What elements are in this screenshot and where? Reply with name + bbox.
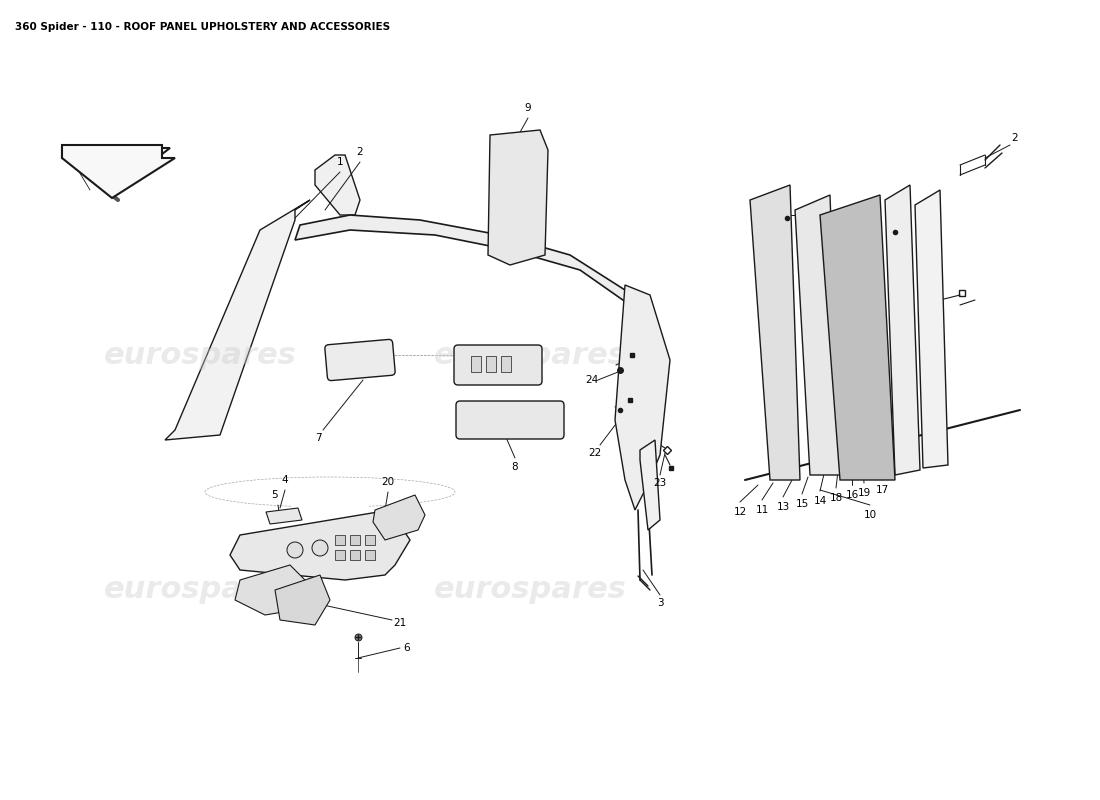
Text: 5: 5: [272, 490, 278, 500]
Polygon shape: [315, 155, 360, 215]
Text: 24: 24: [585, 375, 598, 385]
Polygon shape: [750, 185, 800, 480]
Polygon shape: [275, 575, 330, 625]
Text: 16: 16: [846, 490, 859, 500]
Text: eurospares: eurospares: [433, 575, 626, 605]
Bar: [365, 535, 375, 545]
Text: 23: 23: [653, 478, 667, 488]
Text: 10: 10: [864, 510, 877, 520]
Bar: [350, 550, 360, 560]
Polygon shape: [165, 200, 310, 440]
Polygon shape: [373, 495, 425, 540]
Polygon shape: [886, 185, 920, 475]
FancyBboxPatch shape: [456, 401, 564, 439]
Text: 17: 17: [876, 485, 889, 495]
Text: eurospares: eurospares: [433, 341, 626, 370]
Text: eurospares: eurospares: [103, 341, 296, 370]
Polygon shape: [295, 215, 630, 305]
Text: 20: 20: [382, 477, 395, 487]
Text: 22: 22: [588, 448, 602, 458]
Bar: [336, 550, 345, 560]
FancyBboxPatch shape: [324, 339, 395, 381]
Bar: [500, 356, 512, 372]
Text: 3: 3: [657, 598, 663, 608]
Bar: [336, 535, 345, 545]
Text: 6: 6: [404, 643, 410, 653]
Bar: [350, 535, 360, 545]
Polygon shape: [615, 285, 670, 510]
Polygon shape: [820, 195, 895, 480]
Bar: [471, 356, 481, 372]
Text: 2: 2: [1012, 133, 1019, 143]
Text: 14: 14: [813, 496, 826, 506]
Text: 4: 4: [282, 475, 288, 485]
Polygon shape: [266, 508, 302, 524]
Text: 1: 1: [337, 157, 343, 167]
Polygon shape: [235, 565, 310, 615]
Polygon shape: [230, 510, 410, 580]
Text: 7: 7: [315, 433, 321, 443]
Circle shape: [287, 542, 303, 558]
Polygon shape: [488, 130, 548, 265]
Bar: [486, 356, 496, 372]
Text: 13: 13: [777, 502, 790, 512]
Text: 21: 21: [394, 618, 407, 628]
Text: 11: 11: [756, 505, 769, 515]
Text: 9: 9: [525, 103, 531, 113]
Polygon shape: [795, 195, 840, 475]
Text: 12: 12: [734, 507, 747, 517]
Text: 8: 8: [512, 462, 518, 472]
Bar: [365, 550, 375, 560]
Text: 2: 2: [356, 147, 363, 157]
Polygon shape: [62, 148, 170, 190]
Text: eurospares: eurospares: [103, 575, 296, 605]
Circle shape: [312, 540, 328, 556]
Text: 360 Spider - 110 - ROOF PANEL UPHOLSTERY AND ACCESSORIES: 360 Spider - 110 - ROOF PANEL UPHOLSTERY…: [15, 22, 390, 32]
Text: 19: 19: [857, 488, 870, 498]
Polygon shape: [915, 190, 948, 468]
Text: 18: 18: [829, 493, 843, 503]
FancyBboxPatch shape: [454, 345, 542, 385]
Polygon shape: [62, 145, 175, 198]
Text: 15: 15: [795, 499, 808, 509]
Polygon shape: [640, 440, 660, 530]
